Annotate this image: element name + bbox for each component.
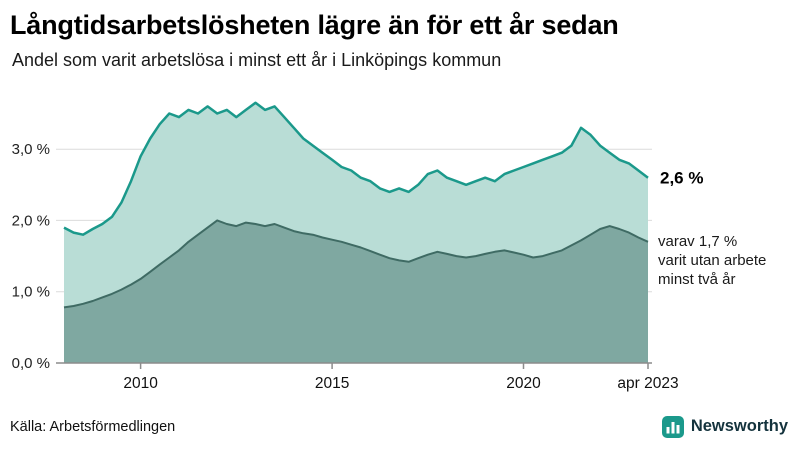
svg-text:2020: 2020 xyxy=(506,375,541,392)
newsworthy-logo-icon xyxy=(661,415,684,438)
chart-subtitle: Andel som varit arbetslösa i minst ett å… xyxy=(12,50,502,71)
svg-text:2,6 %: 2,6 % xyxy=(660,169,703,188)
svg-text:2,0 %: 2,0 % xyxy=(12,212,50,229)
area-chart: 0,0 % 1,0 % 2,0 % 3,0 % 2010 2015 2020 apr 2023… xyxy=(12,101,766,392)
brand-name: Newsworthy xyxy=(690,417,788,436)
svg-text:minst två år: minst två år xyxy=(658,271,736,288)
svg-text:2015: 2015 xyxy=(315,375,349,392)
svg-text:3,0 %: 3,0 % xyxy=(12,141,50,158)
chart-header: Långtidsarbetslösheten lägre än för ett … xyxy=(0,0,800,71)
svg-text:2010: 2010 xyxy=(123,375,158,392)
source-text: Källa: Arbetsförmedlingen xyxy=(10,418,176,435)
svg-text:apr 2023: apr 2023 xyxy=(617,375,678,392)
newsworthy-brand: Newsworthy xyxy=(661,415,788,438)
svg-text:0,0 %: 0,0 % xyxy=(12,355,50,372)
svg-text:varit utan arbete: varit utan arbete xyxy=(658,252,766,269)
svg-text:1,0 %: 1,0 % xyxy=(12,284,50,301)
chart-footer: Källa: Arbetsförmedlingen Newsworthy xyxy=(0,403,800,450)
page-title: Långtidsarbetslösheten lägre än för ett … xyxy=(10,10,619,40)
svg-text:varav 1,7 %: varav 1,7 % xyxy=(658,233,737,250)
